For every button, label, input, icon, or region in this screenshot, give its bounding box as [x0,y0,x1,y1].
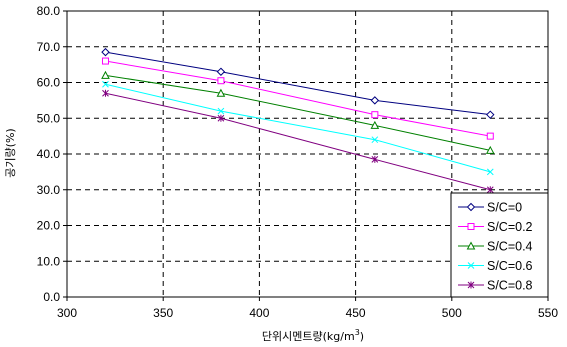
series-line [105,83,491,173]
legend-label: S/C=0 [487,201,522,215]
data-point [217,77,225,85]
series-2 [101,70,495,154]
y-tick-label: 30.0 [37,183,61,197]
y-tick-label: 40.0 [37,147,61,161]
data-point [371,136,379,144]
y-tick-label: 20.0 [37,219,61,233]
y-axis-title: 공기량(%) [4,128,17,177]
data-point [101,70,110,79]
legend-marker [467,281,475,289]
series-line [105,60,491,137]
data-point [370,96,380,105]
y-tick-labels: 0.0 10.0 20.0 30.0 40.0 50.0 60.0 70.0 80.0 [37,4,61,304]
data-point [486,168,494,176]
y-tick-label: 10.0 [37,254,61,268]
data-point [101,47,110,57]
legend-marker [466,241,476,250]
data-point [216,67,226,76]
legend-marker [466,202,476,212]
x-axis-title-main: 단위시멘트량(kg/m [262,330,355,343]
data-point [102,89,109,97]
x-tick-label: 550 [538,306,558,320]
data-point [101,57,109,65]
series-line [105,92,491,191]
data-point [371,155,379,163]
series-0 [101,47,495,119]
y-tick-label: 50.0 [37,111,61,125]
data-point [217,107,225,115]
x-tick-label: 450 [346,306,366,320]
legend-label: S/C=0.6 [487,259,533,273]
y-tick-label: 60.0 [37,76,61,90]
legend-label: S/C=0.8 [487,279,533,293]
series-line [105,74,491,151]
series-4 [102,89,494,194]
series-3 [102,80,494,176]
x-tick-labels: 300 350 400 450 500 550 [57,306,558,320]
legend-entry: S/C=0.2 [458,220,533,234]
legend-entry: S/C=0 [458,201,522,215]
data-point [216,88,226,97]
legend-entry: S/C=0.4 [458,240,533,254]
x-tick-label: 350 [153,306,173,320]
x-tick-label: 400 [249,306,269,320]
data-point [486,132,494,140]
data-point [102,80,109,88]
x-axis-title: 단위시멘트량(kg/m3) [262,328,364,343]
series-1 [101,57,494,140]
legend-entry: S/C=0.8 [458,279,533,293]
data-point [485,145,495,154]
data-point [486,186,494,194]
data-point [370,120,380,129]
series-line [105,51,491,116]
legend-label: S/C=0.4 [487,240,533,254]
x-axis-title-superscript: 3 [355,328,360,337]
y-tick-label: 0.0 [43,290,60,304]
y-tick-label: 80.0 [37,4,61,18]
legend-marker [467,262,475,269]
x-axis-title-suffix: ) [360,330,364,343]
data-point [371,111,379,119]
x-tick-label: 300 [57,306,77,320]
y-tick-label: 70.0 [37,40,61,54]
x-tick-label: 500 [442,306,462,320]
legend-marker [467,223,475,230]
legend: S/C=0 S/C=0.2 S/C=0.4 S/C=0.6 S/C=0.8 [450,192,549,298]
legend-box [450,192,549,298]
data-point [486,110,495,119]
tick-marks [63,10,549,301]
legend-entry: S/C=0.6 [458,259,533,273]
series-layer [101,47,495,194]
legend-label: S/C=0.2 [487,220,533,234]
data-point [217,114,225,122]
